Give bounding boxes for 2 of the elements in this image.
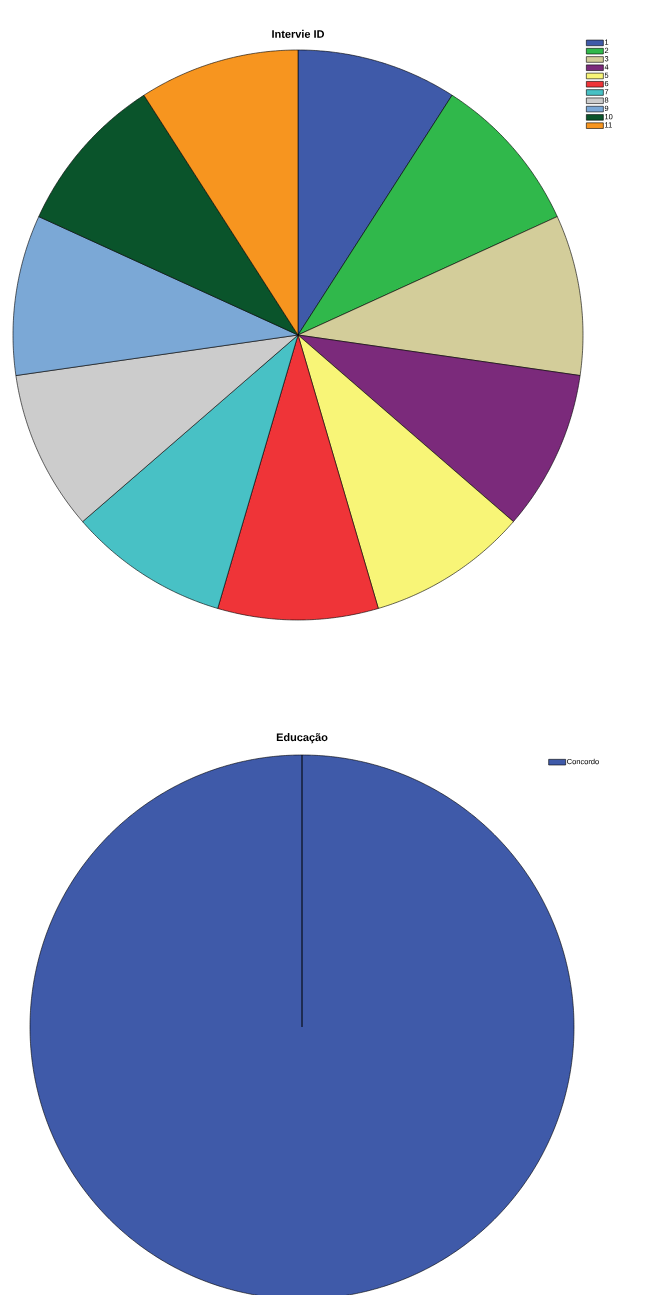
chart-title: Intervie ID (272, 29, 325, 38)
chart-title: Educação (276, 733, 328, 744)
